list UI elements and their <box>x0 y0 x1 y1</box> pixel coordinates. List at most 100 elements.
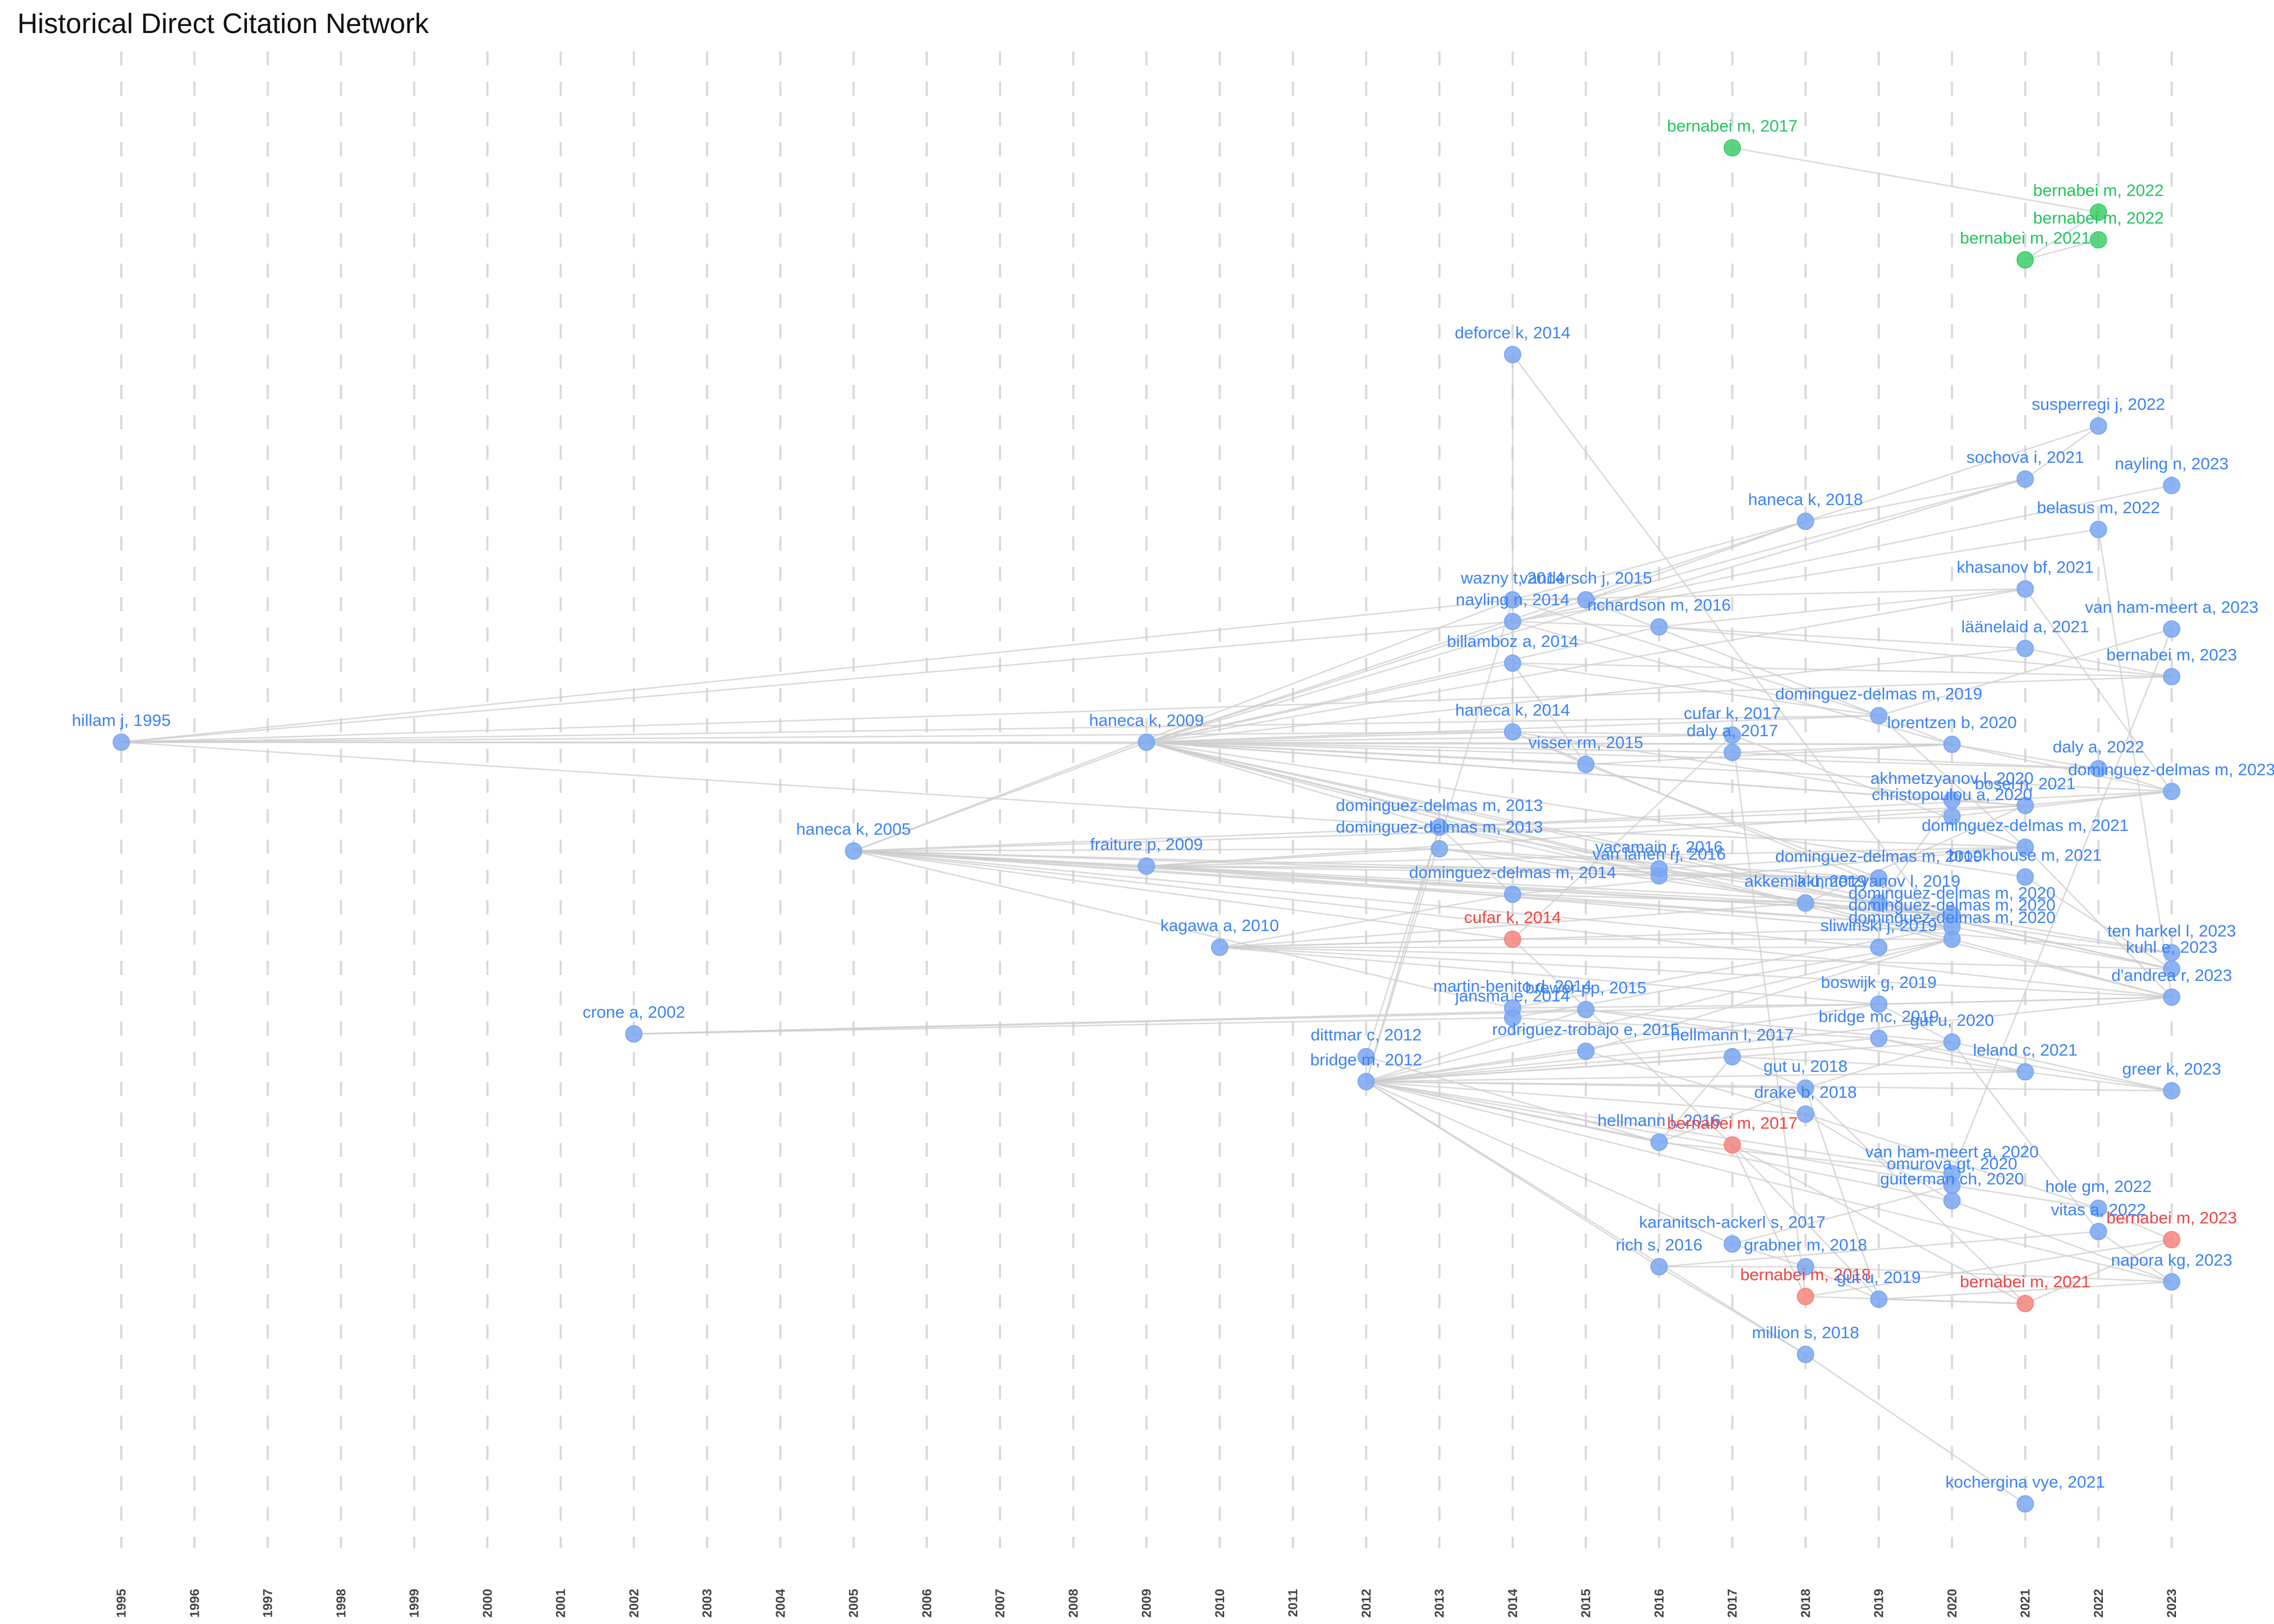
publication-node[interactable] <box>1796 894 1814 912</box>
publication-label: dominguez-delmas m, 2014 <box>1409 863 1616 882</box>
publication-node[interactable] <box>2163 1273 2180 1291</box>
citation-edge <box>1439 848 1659 870</box>
year-tick-label: 1995 <box>114 1589 129 1618</box>
publication-node[interactable] <box>2089 760 2107 777</box>
publication-node[interactable] <box>1796 1346 1814 1363</box>
publication-node[interactable] <box>1650 1134 1668 1151</box>
publication-node[interactable] <box>1796 1288 1814 1305</box>
publication-label: kuhl e, 2023 <box>2126 938 2218 957</box>
publication-node[interactable] <box>2089 1200 2107 1217</box>
citation-edge <box>1658 1087 1806 1143</box>
citation-edge <box>2024 588 2173 792</box>
citation-edge <box>1731 1144 1879 1300</box>
publication-node[interactable] <box>2163 783 2180 800</box>
publication-node[interactable] <box>1650 867 1668 885</box>
publication-node[interactable] <box>2089 417 2107 435</box>
publication-node[interactable] <box>1504 931 1521 948</box>
publication-node[interactable] <box>1943 931 1961 948</box>
citation-edge <box>2025 239 2099 261</box>
publication-node[interactable] <box>1723 139 1741 156</box>
publication-node[interactable] <box>1577 1001 1595 1018</box>
citation-edge <box>1878 902 2172 970</box>
citation-edge <box>1659 1141 1952 1175</box>
publication-node[interactable] <box>1870 1291 1887 1308</box>
publication-node[interactable] <box>1870 939 1887 956</box>
citation-edge <box>2024 425 2099 480</box>
publication-node[interactable] <box>1430 818 1448 836</box>
citation-edge <box>853 850 1952 928</box>
publication-node[interactable] <box>1870 996 1887 1013</box>
publication-label: visser rm, 2015 <box>1528 733 1643 752</box>
publication-node[interactable] <box>2016 797 2034 814</box>
publication-node[interactable] <box>1504 654 1521 672</box>
publication-node[interactable] <box>1577 591 1595 608</box>
publication-node[interactable] <box>1357 1048 1375 1065</box>
publication-label: cufar k, 2014 <box>1464 908 1561 927</box>
publication-node[interactable] <box>2016 1295 2034 1312</box>
publication-label: brewer pp, 2015 <box>1525 978 1646 997</box>
publication-node[interactable] <box>1504 1009 1521 1026</box>
publication-node[interactable] <box>2089 231 2107 248</box>
publication-node[interactable] <box>1870 707 1887 724</box>
publication-node[interactable] <box>845 842 862 860</box>
publication-node[interactable] <box>1357 1073 1375 1090</box>
publication-label: khasanov bf, 2021 <box>1957 558 2094 577</box>
publication-node[interactable] <box>2016 580 2034 598</box>
publication-node[interactable] <box>2016 839 2034 856</box>
publication-node[interactable] <box>625 1025 643 1043</box>
publication-node[interactable] <box>2016 470 2034 488</box>
citation-edge <box>853 850 1513 1009</box>
publication-node[interactable] <box>2163 620 2180 638</box>
publication-node[interactable] <box>2163 1231 2180 1248</box>
publication-node[interactable] <box>2016 251 2034 269</box>
publication-node[interactable] <box>1943 1192 1961 1209</box>
publication-node[interactable] <box>1504 591 1521 608</box>
publication-node[interactable] <box>1943 1033 1961 1051</box>
publication-node[interactable] <box>1577 756 1595 773</box>
publication-node[interactable] <box>1796 1258 1814 1275</box>
citation-edge <box>1951 938 2172 998</box>
publication-node[interactable] <box>1870 1030 1887 1047</box>
publication-node[interactable] <box>2089 1223 2107 1240</box>
publication-label: crone a, 2002 <box>583 1003 685 1021</box>
publication-node[interactable] <box>1870 869 1887 887</box>
publication-node[interactable] <box>1723 1048 1741 1065</box>
publication-node[interactable] <box>1504 886 1521 903</box>
publication-node[interactable] <box>1796 513 1814 530</box>
publication-node[interactable] <box>1504 346 1521 363</box>
publication-node[interactable] <box>1723 744 1741 761</box>
publication-node[interactable] <box>1723 1136 1741 1154</box>
publication-node[interactable] <box>1943 736 1961 753</box>
publication-node[interactable] <box>2016 1495 2034 1512</box>
publication-node[interactable] <box>2163 477 2180 494</box>
publication-node[interactable] <box>1430 840 1448 857</box>
publication-node[interactable] <box>1870 894 1887 912</box>
publication-node[interactable] <box>2163 960 2180 978</box>
citation-edge <box>2024 211 2099 261</box>
publication-node[interactable] <box>113 734 130 751</box>
publication-node[interactable] <box>1650 618 1668 636</box>
publication-node[interactable] <box>1723 726 1741 744</box>
publication-node[interactable] <box>1796 1079 1814 1097</box>
publication-node[interactable] <box>1504 613 1521 630</box>
publication-node[interactable] <box>1577 1043 1595 1060</box>
publication-node[interactable] <box>2016 868 2034 886</box>
publication-node[interactable] <box>2163 1082 2180 1099</box>
publication-node[interactable] <box>1650 1258 1668 1275</box>
publication-node[interactable] <box>1138 734 1155 751</box>
citation-edge <box>1439 826 1952 916</box>
publication-node[interactable] <box>1504 723 1521 741</box>
citation-edge <box>1439 827 1513 895</box>
publication-label: richardson m, 2016 <box>1587 595 1731 614</box>
publication-node[interactable] <box>1723 1235 1741 1253</box>
publication-node[interactable] <box>2163 668 2180 685</box>
publication-node[interactable] <box>2089 521 2107 538</box>
publication-node[interactable] <box>1138 857 1155 875</box>
publication-node[interactable] <box>1796 1105 1814 1123</box>
publication-node[interactable] <box>2016 640 2034 657</box>
publication-node[interactable] <box>1211 939 1229 956</box>
publication-node[interactable] <box>2016 1063 2034 1081</box>
publication-node[interactable] <box>2089 204 2107 221</box>
publication-node[interactable] <box>1943 808 1961 825</box>
publication-node[interactable] <box>2163 988 2180 1006</box>
